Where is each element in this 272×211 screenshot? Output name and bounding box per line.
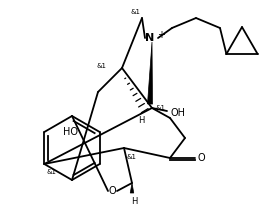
Text: OH: OH <box>170 108 185 118</box>
Text: O: O <box>197 153 205 163</box>
Text: &1: &1 <box>46 169 56 175</box>
Text: HO: HO <box>63 127 78 137</box>
Text: N: N <box>145 33 154 43</box>
Text: O: O <box>108 186 116 196</box>
Text: &1: &1 <box>96 63 106 69</box>
Text: H: H <box>138 115 144 124</box>
Text: &1: &1 <box>130 9 140 15</box>
Text: H: H <box>131 197 137 206</box>
Text: &1: &1 <box>126 154 136 160</box>
Text: &1: &1 <box>155 105 165 111</box>
Text: +: + <box>157 30 165 40</box>
Polygon shape <box>130 183 134 193</box>
Polygon shape <box>147 42 153 104</box>
